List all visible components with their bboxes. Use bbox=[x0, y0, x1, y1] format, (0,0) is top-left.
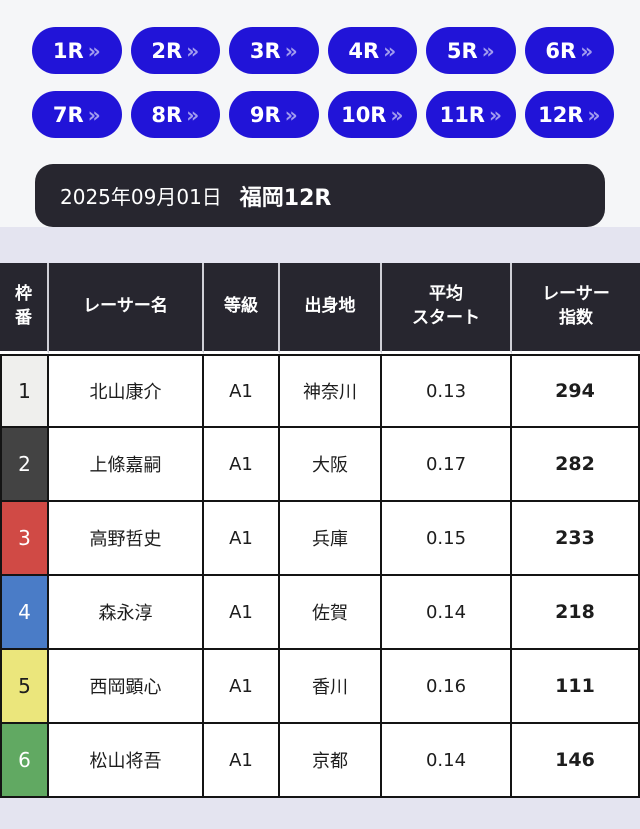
waku-number-cell: 4 bbox=[0, 576, 49, 650]
race-button-label: 8R bbox=[151, 102, 183, 127]
race-nav: 1R» 2R» 3R» 4R» 5R» 6R» 7R» 8R» 9R» 10R»… bbox=[0, 0, 640, 138]
race-button-label: 10R bbox=[341, 102, 387, 127]
racer-index-cell: 233 bbox=[512, 502, 640, 576]
origin-cell: 兵庫 bbox=[280, 502, 382, 576]
race-button-2r[interactable]: 2R» bbox=[130, 27, 220, 74]
race-button-9r[interactable]: 9R» bbox=[229, 91, 319, 138]
origin-cell: 京都 bbox=[280, 724, 382, 798]
grade-cell: A1 bbox=[204, 724, 280, 798]
double-chevron-icon: » bbox=[383, 38, 397, 63]
grade-cell: A1 bbox=[204, 650, 280, 724]
double-chevron-icon: » bbox=[186, 38, 200, 63]
race-button-12r[interactable]: 12R» bbox=[524, 91, 614, 138]
racer-index-cell: 282 bbox=[512, 428, 640, 502]
race-date: 2025年09月01日 bbox=[60, 185, 222, 209]
racer-name-cell: 森永淳 bbox=[49, 576, 204, 650]
waku-number-cell: 6 bbox=[0, 724, 49, 798]
double-chevron-icon: » bbox=[186, 102, 200, 127]
col-header-index: レーサー 指数 bbox=[512, 263, 640, 354]
waku-number-cell: 3 bbox=[0, 502, 49, 576]
race-button-8r[interactable]: 8R» bbox=[130, 91, 220, 138]
origin-cell: 神奈川 bbox=[280, 354, 382, 428]
racer-name-cell: 上條嘉嗣 bbox=[49, 428, 204, 502]
double-chevron-icon: » bbox=[390, 102, 404, 127]
col-header-waku: 枠 番 bbox=[0, 263, 49, 354]
col-header-origin: 出身地 bbox=[280, 263, 382, 354]
col-header-name: レーサー名 bbox=[49, 263, 204, 354]
top-section: 1R» 2R» 3R» 4R» 5R» 6R» 7R» 8R» 9R» 10R»… bbox=[0, 0, 640, 227]
origin-cell: 佐賀 bbox=[280, 576, 382, 650]
double-chevron-icon: » bbox=[87, 102, 101, 127]
waku-number-cell: 2 bbox=[0, 428, 49, 502]
race-button-10r[interactable]: 10R» bbox=[327, 91, 417, 138]
double-chevron-icon: » bbox=[587, 102, 601, 127]
avg-start-cell: 0.15 bbox=[382, 502, 512, 576]
race-button-4r[interactable]: 4R» bbox=[327, 27, 417, 74]
avg-start-cell: 0.14 bbox=[382, 576, 512, 650]
race-button-label: 9R bbox=[249, 102, 281, 127]
grade-cell: A1 bbox=[204, 428, 280, 502]
race-button-label: 4R bbox=[348, 38, 380, 63]
table-row: 4 森永淳 A1 佐賀 0.14 218 bbox=[0, 576, 640, 650]
double-chevron-icon: » bbox=[87, 38, 101, 63]
race-button-6r[interactable]: 6R» bbox=[524, 27, 614, 74]
race-button-label: 11R bbox=[439, 102, 485, 127]
table-row: 3 高野哲史 A1 兵庫 0.15 233 bbox=[0, 502, 640, 576]
race-button-label: 3R bbox=[249, 38, 281, 63]
double-chevron-icon: » bbox=[284, 38, 298, 63]
race-button-label: 5R bbox=[446, 38, 478, 63]
table-row: 1 北山康介 A1 神奈川 0.13 294 bbox=[0, 354, 640, 428]
col-header-avg-start: 平均 スタート bbox=[382, 263, 512, 354]
double-chevron-icon: » bbox=[284, 102, 298, 127]
table-row: 6 松山将吾 A1 京都 0.14 146 bbox=[0, 724, 640, 798]
race-button-7r[interactable]: 7R» bbox=[32, 91, 122, 138]
grade-cell: A1 bbox=[204, 354, 280, 428]
double-chevron-icon: » bbox=[488, 102, 502, 127]
double-chevron-icon: » bbox=[580, 38, 594, 63]
race-button-label: 12R bbox=[538, 102, 584, 127]
race-button-11r[interactable]: 11R» bbox=[426, 91, 516, 138]
race-header-bar: 2025年09月01日 福岡12R bbox=[35, 164, 605, 227]
racer-table: 枠 番 レーサー名 等級 出身地 平均 スタート レーサー 指数 1 北山康介 … bbox=[0, 263, 640, 798]
race-button-label: 6R bbox=[545, 38, 577, 63]
avg-start-cell: 0.13 bbox=[382, 354, 512, 428]
race-button-label: 1R bbox=[52, 38, 84, 63]
race-button-label: 2R bbox=[151, 38, 183, 63]
racer-index-cell: 218 bbox=[512, 576, 640, 650]
origin-cell: 香川 bbox=[280, 650, 382, 724]
racer-index-cell: 146 bbox=[512, 724, 640, 798]
racer-index-cell: 294 bbox=[512, 354, 640, 428]
race-button-5r[interactable]: 5R» bbox=[426, 27, 516, 74]
table-row: 2 上條嘉嗣 A1 大阪 0.17 282 bbox=[0, 428, 640, 502]
avg-start-cell: 0.16 bbox=[382, 650, 512, 724]
waku-number-cell: 5 bbox=[0, 650, 49, 724]
avg-start-cell: 0.17 bbox=[382, 428, 512, 502]
grade-cell: A1 bbox=[204, 502, 280, 576]
grade-cell: A1 bbox=[204, 576, 280, 650]
racer-name-cell: 西岡顕心 bbox=[49, 650, 204, 724]
table-row: 5 西岡顕心 A1 香川 0.16 111 bbox=[0, 650, 640, 724]
racer-name-cell: 高野哲史 bbox=[49, 502, 204, 576]
race-title: 福岡12R bbox=[239, 185, 332, 211]
racer-name-cell: 北山康介 bbox=[49, 354, 204, 428]
race-button-3r[interactable]: 3R» bbox=[229, 27, 319, 74]
race-button-1r[interactable]: 1R» bbox=[32, 27, 122, 74]
waku-number-cell: 1 bbox=[0, 354, 49, 428]
origin-cell: 大阪 bbox=[280, 428, 382, 502]
table-header-row: 枠 番 レーサー名 等級 出身地 平均 スタート レーサー 指数 bbox=[0, 263, 640, 354]
racer-index-cell: 111 bbox=[512, 650, 640, 724]
col-header-grade: 等級 bbox=[204, 263, 280, 354]
double-chevron-icon: » bbox=[481, 38, 495, 63]
racer-name-cell: 松山将吾 bbox=[49, 724, 204, 798]
race-button-label: 7R bbox=[52, 102, 84, 127]
avg-start-cell: 0.14 bbox=[382, 724, 512, 798]
